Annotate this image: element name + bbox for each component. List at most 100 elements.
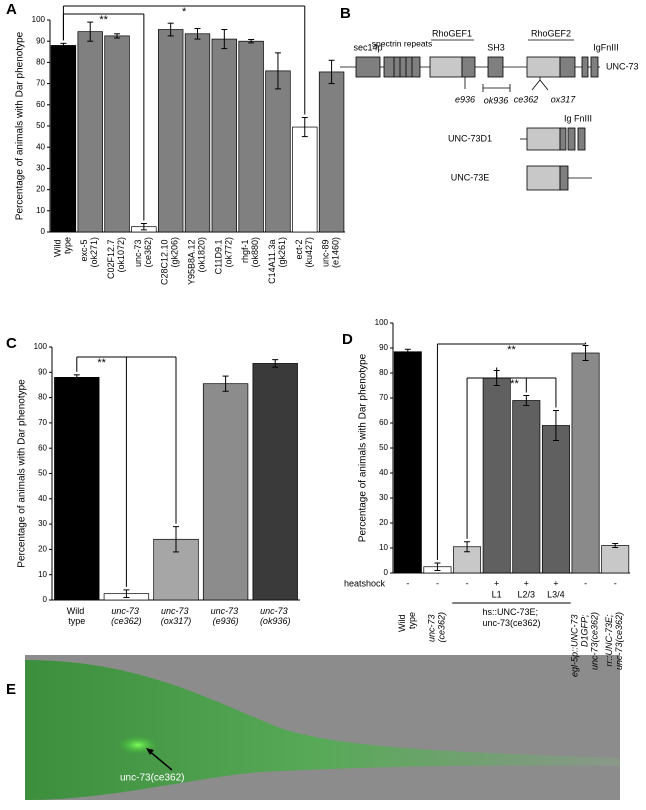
bar [393, 351, 422, 574]
y-tick-label: 70 [38, 418, 47, 427]
bar [238, 40, 264, 233]
x-tick-label: Wild type [53, 237, 73, 257]
domain-label: RhoGEF2 [531, 28, 571, 38]
text-line: unc-73(ce362) [482, 618, 540, 628]
y-tick-label: 100 [34, 342, 48, 351]
y-tick-label: 40 [379, 468, 388, 477]
domain-box [559, 127, 567, 151]
significance: ** [507, 344, 516, 356]
row-value: + [524, 578, 529, 588]
x-tick-label: unc-73 (e936) [211, 606, 241, 626]
allele-label: ce362 [514, 94, 539, 104]
stage-label: L2/3 [518, 589, 536, 599]
bar [512, 400, 541, 574]
arrow [147, 749, 173, 771]
domain-box [526, 56, 561, 78]
domain-box [526, 165, 561, 191]
y-tick-label: 100 [375, 318, 389, 327]
domain-box [487, 56, 504, 78]
panel-label: D [342, 331, 353, 348]
domain-box [581, 56, 589, 78]
arrowhead [146, 748, 154, 755]
row-value: + [494, 578, 499, 588]
x-tick-label: egl-5p::UNC-73 D1GFP; unc-73(ce362) [570, 612, 600, 677]
y-tick-label: 80 [379, 368, 388, 377]
bar [252, 363, 298, 601]
x-tick-label: unc-73 (ce362) [427, 612, 447, 643]
text-line: (gk206) [170, 237, 180, 268]
y-tick-label: 30 [36, 164, 45, 173]
bar [184, 33, 211, 233]
domain-box [590, 56, 599, 78]
protein-label: UNC-73 [606, 61, 639, 71]
row-value: - [584, 578, 587, 588]
y-tick-label: 50 [379, 443, 388, 452]
text-line: (ok936) [260, 616, 291, 626]
text-line: unc-73(ce362) [615, 612, 625, 670]
text-line: Wild [397, 612, 407, 632]
text-line: type [407, 612, 417, 629]
text-line: egl-5p::UNC-73 [570, 612, 580, 677]
bar [202, 383, 249, 601]
isoform-label: UNC-73D1 [448, 133, 492, 143]
panel-label: C [6, 335, 17, 352]
y-tick-label: 80 [38, 393, 47, 402]
domain-box [429, 56, 463, 78]
text-line: Wild [53, 237, 63, 257]
bar [482, 377, 511, 574]
text-line: C14A11.3a [267, 237, 277, 284]
text-line: unc-73 [260, 606, 290, 616]
text-line: unc-73(ce362) [590, 612, 600, 670]
x-tick-label: rr::UNC-73E; unc-73(ce362) [605, 612, 625, 670]
y-tick-label: 10 [379, 543, 388, 552]
domain-label: RhoGEF1 [432, 28, 472, 38]
y-axis-label: Percentage of animals with Dar phenotype [15, 31, 26, 220]
x-tick-label: C02F12.7 (ok1072) [106, 237, 126, 279]
text-line: (ce362) [111, 616, 142, 626]
significance: ** [97, 357, 106, 369]
domain-box [559, 56, 576, 78]
text-line: (ce362) [143, 237, 153, 268]
text-line: (ok271) [90, 237, 100, 268]
text-line: (ce362) [437, 612, 447, 643]
text-line: unc-73 [111, 606, 141, 616]
y-tick-label: 0 [41, 227, 46, 236]
x-tick-label: unc-73 (ox317) [161, 606, 192, 626]
panel-label: B [340, 5, 351, 22]
gene-diagram [340, 39, 600, 191]
text-line: type [63, 237, 73, 254]
bar [104, 35, 130, 233]
x-tick-label: Wild type [397, 612, 417, 632]
text-line: (ok880) [251, 237, 261, 268]
text-line: Y95B8A.12 [187, 237, 197, 285]
image-label: unc-73(ce362) [120, 773, 184, 784]
text-line: D1GFP; [580, 612, 590, 647]
x-tick-label: C28C12.10 (gk206) [160, 237, 180, 285]
row-value: - [466, 578, 469, 588]
significance: * [182, 6, 187, 18]
y-tick-label: 10 [38, 570, 47, 579]
y-tick-label: 90 [379, 343, 388, 352]
domain-box [567, 127, 576, 151]
bar [77, 31, 103, 233]
row-label: heatshock [344, 578, 386, 588]
text-line: (ok772) [224, 237, 234, 268]
bar [571, 352, 600, 574]
text-line: (ku427) [304, 237, 314, 268]
x-tick-label: unc-73 (ce362) [133, 237, 153, 268]
group-label: hs::UNC-73E; unc-73(ce362) [482, 607, 540, 628]
panel-label: A [6, 1, 17, 18]
bar [292, 126, 318, 233]
y-tick-label: 50 [38, 469, 47, 478]
row-value: - [436, 578, 439, 588]
x-tick-label: rhgf-1 (ok880) [241, 237, 261, 268]
y-tick-label: 50 [36, 121, 45, 130]
domain-label: sec14p [353, 42, 382, 52]
y-tick-label: 40 [36, 142, 45, 151]
y-tick-label: 20 [38, 545, 47, 554]
y-tick-label: 90 [38, 367, 47, 376]
y-tick-label: 90 [36, 36, 45, 45]
text-line: (ok1820) [197, 237, 207, 273]
stage-label: L3/4 [547, 589, 565, 599]
